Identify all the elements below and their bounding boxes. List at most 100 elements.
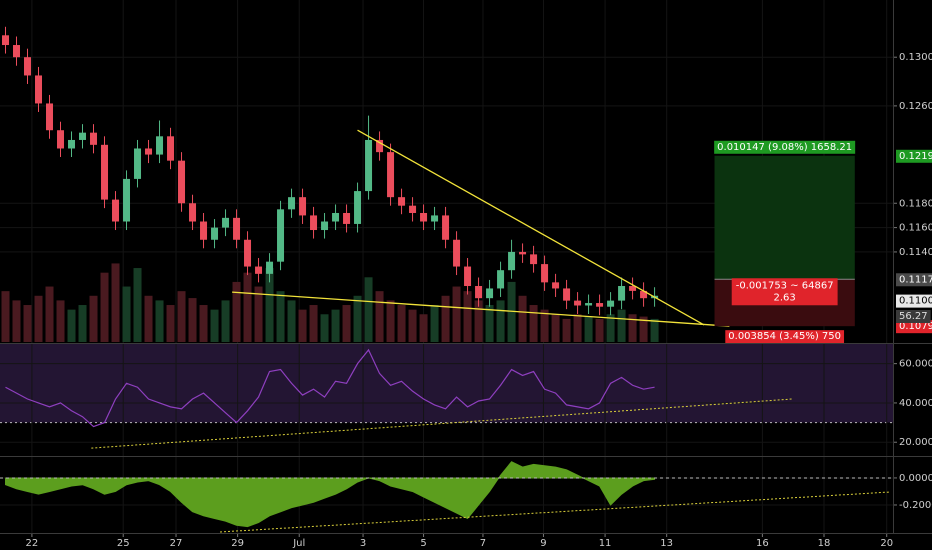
- volume-bar: [452, 286, 461, 342]
- candle-body: [112, 199, 120, 222]
- price-marker-text: 0.111754: [899, 274, 932, 285]
- volume-bar: [199, 305, 208, 342]
- volume-ma-marker-box: [896, 309, 931, 323]
- candle-body: [200, 221, 208, 240]
- x-tick-label: 5: [420, 538, 426, 549]
- trendline: [232, 291, 730, 327]
- price-marker-box: [896, 320, 932, 334]
- x-tick-label: 29: [231, 538, 244, 549]
- volume-bar: [496, 300, 505, 342]
- volume-bar: [56, 300, 65, 342]
- volume-bar: [529, 305, 538, 342]
- y-tick-label: 0.118000: [899, 198, 932, 209]
- volume-bar: [573, 314, 582, 342]
- volume-bar: [232, 281, 241, 342]
- volume-bar: [628, 314, 637, 342]
- candle-body: [365, 139, 373, 192]
- candle-body: [321, 221, 329, 231]
- volume-bar: [562, 318, 571, 342]
- volume-bar: [639, 316, 648, 342]
- y-tick-label: 0.114000: [899, 247, 932, 258]
- price-marker-text: 0.121901: [899, 151, 932, 162]
- position-stop-label-text: 0.003854 (3.45%) 750: [728, 331, 841, 342]
- candle-body: [288, 197, 296, 210]
- candle-body: [145, 148, 153, 155]
- candle-body: [68, 139, 76, 149]
- volume-bar: [309, 305, 318, 342]
- candle-body: [35, 75, 43, 104]
- volume-bar: [243, 272, 252, 342]
- price-marker: 0.107900: [896, 320, 932, 334]
- candle-body: [431, 215, 439, 222]
- y-tick-label: 0.130000: [899, 52, 932, 63]
- volume-ma-marker-text: 56.27: [899, 311, 928, 322]
- candle-body: [189, 203, 197, 222]
- position-target-zone: [714, 155, 855, 280]
- volume-bar: [518, 295, 527, 342]
- candle-body: [409, 205, 417, 213]
- price-marker: 0.111754: [896, 273, 932, 287]
- candle-body: [629, 286, 637, 291]
- volume-bar: [397, 305, 406, 342]
- candle-body: [167, 136, 175, 161]
- x-tick-label: 11: [599, 538, 612, 549]
- candle-body: [277, 209, 285, 262]
- volume-bar: [408, 309, 417, 342]
- x-tick-label: 13: [660, 538, 673, 549]
- volume-bar: [265, 268, 274, 342]
- candle-body: [332, 212, 340, 222]
- candle-body: [299, 197, 307, 216]
- volume-bar: [606, 314, 615, 342]
- volume-bar: [419, 314, 428, 342]
- volume-bar: [67, 309, 76, 342]
- candle-body: [464, 266, 472, 287]
- volume-bar: [34, 295, 43, 342]
- volume-bar: [320, 314, 329, 342]
- volume-bar: [45, 286, 54, 342]
- x-tick-label: 20: [880, 538, 893, 549]
- candle-body: [2, 35, 10, 46]
- x-tick-label: 9: [540, 538, 546, 549]
- volume-bar: [386, 300, 395, 342]
- volume-bar: [111, 263, 120, 342]
- candle-body: [13, 45, 21, 58]
- candle-body: [57, 130, 65, 149]
- candle-body: [475, 286, 483, 299]
- candle-body: [398, 197, 406, 206]
- candle-body: [574, 300, 582, 306]
- position-target-label-text: 0.010147 (9.08%) 1658.21: [717, 142, 852, 153]
- y-tick-label: 0.116000: [899, 223, 932, 234]
- candle-body: [519, 251, 527, 255]
- trendline: [357, 129, 705, 326]
- price-marker-box: [896, 294, 932, 308]
- volume-bar: [375, 291, 384, 342]
- volume-bar: [507, 281, 516, 342]
- volume-bar: [650, 318, 659, 342]
- price-marker: 0.110001: [896, 294, 932, 308]
- candle-body: [442, 215, 450, 240]
- position-risk-box: [731, 278, 838, 306]
- candle-body: [486, 288, 494, 299]
- candle-body: [178, 160, 186, 204]
- rsi-line: [5, 348, 655, 428]
- volume-bar: [485, 305, 494, 342]
- candle-body: [134, 148, 142, 179]
- price-marker-text: 0.110001: [899, 296, 932, 307]
- y-tick-label: -0.2000: [899, 500, 932, 511]
- position-stop-label-box: [725, 330, 845, 344]
- price-marker-text: 0.107900: [899, 321, 932, 332]
- volume-bar: [122, 286, 131, 342]
- x-tick-label: Jul: [292, 538, 305, 549]
- y-tick-label: 0.0000: [899, 473, 932, 484]
- volume-bar: [584, 316, 593, 342]
- x-tick-label: 16: [756, 538, 769, 549]
- candle-body: [233, 217, 241, 240]
- trendline: [91, 398, 793, 449]
- candle-body: [585, 303, 593, 306]
- candle-body: [596, 303, 604, 307]
- candle-body: [79, 132, 87, 140]
- price-marker: 0.121901: [896, 149, 932, 163]
